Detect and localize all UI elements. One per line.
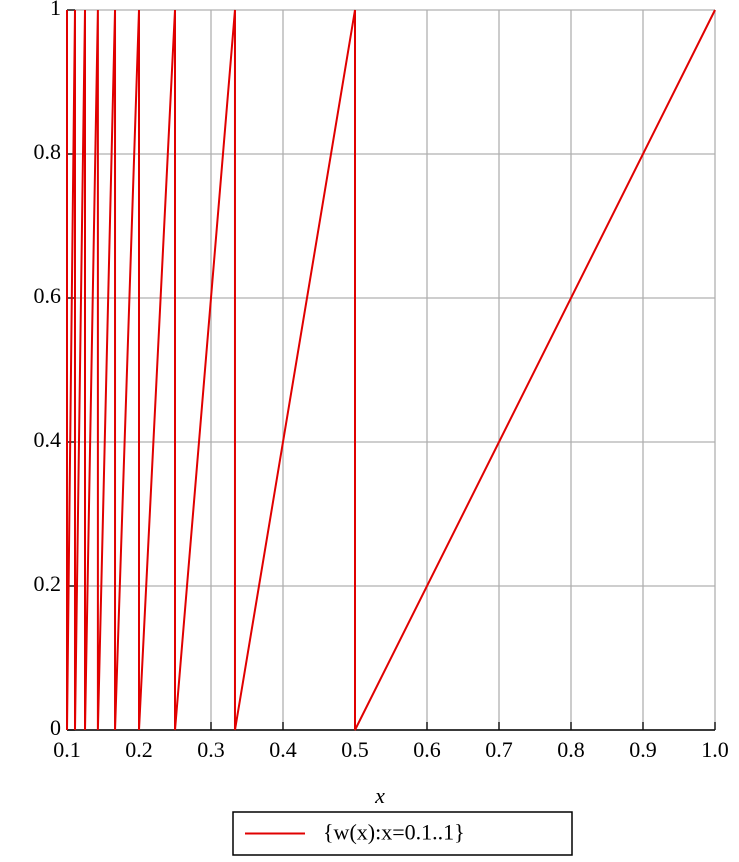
x-tick-label: 0.1 — [53, 737, 81, 762]
x-axis-label: x — [374, 783, 385, 808]
x-tick-label: 0.5 — [341, 737, 369, 762]
y-tick-label: 0.2 — [34, 571, 62, 596]
x-tick-label: 0.4 — [269, 737, 297, 762]
series-line — [66, 9, 716, 731]
y-tick-label: 0.4 — [34, 427, 62, 452]
x-tick-label: 0.9 — [629, 737, 657, 762]
y-tick-label: 0 — [50, 715, 61, 740]
y-tick-label: 0.8 — [34, 139, 62, 164]
legend-label: {w(x):x=0.1..1} — [323, 820, 465, 845]
y-tick-label: 1 — [50, 0, 61, 20]
x-tick-label: 0.3 — [197, 737, 225, 762]
x-tick-label: 0.6 — [413, 737, 441, 762]
x-tick-label: 1.0 — [701, 737, 729, 762]
y-tick-label: 0.6 — [34, 283, 62, 308]
x-tick-label: 0.7 — [485, 737, 513, 762]
x-tick-label: 0.8 — [557, 737, 585, 762]
x-tick-label: 0.2 — [125, 737, 153, 762]
